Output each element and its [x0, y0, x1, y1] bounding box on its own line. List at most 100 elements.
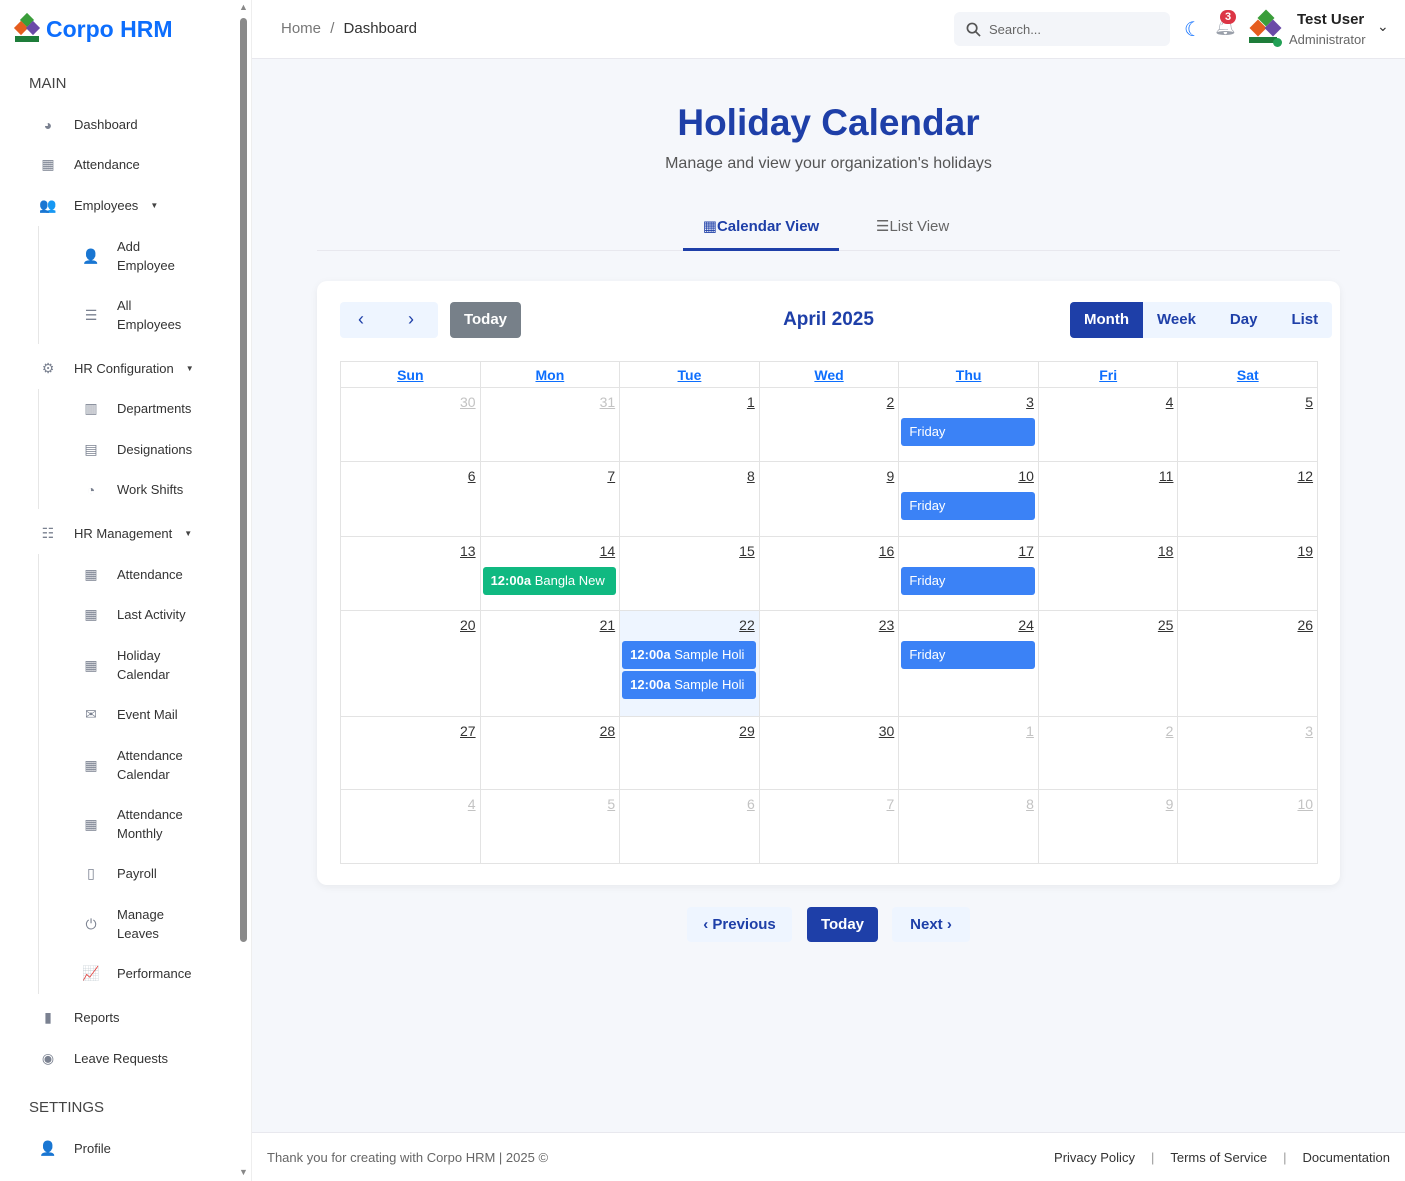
- day-cell[interactable]: 12: [1178, 462, 1317, 536]
- weekday-sun[interactable]: Sun: [341, 362, 481, 387]
- day-cell[interactable]: 14 12:00a Bangla New: [481, 537, 621, 610]
- day-cell[interactable]: 26: [1178, 611, 1317, 716]
- tab-list-view[interactable]: ☰List View: [876, 217, 949, 235]
- sidebar-item-attendance[interactable]: ▦ Attendance: [81, 565, 182, 584]
- sidebar-item-last-activity[interactable]: ▦ Last Activity: [81, 605, 185, 624]
- sidebar-item-payroll[interactable]: ▯ Payroll: [81, 864, 157, 883]
- view-day-button[interactable]: Day: [1229, 311, 1258, 328]
- day-cell[interactable]: 13: [341, 537, 481, 610]
- day-number[interactable]: 8: [1026, 796, 1034, 812]
- sidebar-item-dashboard[interactable]: ◕ Dashboard: [38, 115, 138, 134]
- day-cell[interactable]: 28: [481, 717, 621, 789]
- day-number[interactable]: 4: [467, 796, 476, 812]
- sidebar-item-attendance-monthly[interactable]: ▦ Attendance Monthly: [81, 805, 182, 843]
- day-number[interactable]: 10: [1297, 796, 1314, 812]
- day-cell[interactable]: 9: [1039, 790, 1179, 863]
- day-number[interactable]: 3: [1026, 394, 1034, 410]
- day-number[interactable]: 9: [886, 468, 895, 484]
- day-number[interactable]: 18: [1157, 543, 1174, 559]
- tab-calendar-view[interactable]: ▦Calendar View: [683, 217, 839, 251]
- day-cell[interactable]: 25: [1039, 611, 1179, 716]
- day-number[interactable]: 2: [886, 394, 895, 410]
- day-number[interactable]: 7: [886, 796, 895, 812]
- privacy-policy-link[interactable]: Privacy Policy: [1054, 1150, 1135, 1165]
- dark-mode-moon-icon[interactable]: ☾: [1184, 19, 1202, 41]
- day-number[interactable]: 3: [1305, 723, 1314, 739]
- day-number[interactable]: 14: [599, 543, 616, 559]
- day-number[interactable]: 30: [878, 723, 895, 739]
- day-number[interactable]: 19: [1297, 543, 1314, 559]
- chevron-down-icon[interactable]: ⌄: [1377, 18, 1389, 34]
- day-number[interactable]: 15: [739, 543, 755, 559]
- search-input[interactable]: Search...: [954, 12, 1170, 46]
- day-number[interactable]: 21: [599, 617, 616, 633]
- day-cell[interactable]: 1: [620, 388, 760, 461]
- day-cell[interactable]: 2: [1039, 717, 1179, 789]
- weekday-fri[interactable]: Fri: [1039, 362, 1179, 387]
- sidebar-item-employees[interactable]: 👥 Employees ▼: [38, 196, 158, 215]
- day-number[interactable]: 1: [746, 394, 755, 410]
- weekday-sat[interactable]: Sat: [1236, 367, 1259, 383]
- user-name[interactable]: Test User: [1297, 11, 1365, 28]
- calendar-event[interactable]: 12:00a Bangla New: [482, 567, 617, 595]
- sidebar-item-attendance-calendar[interactable]: ▦ Attendance Calendar: [81, 746, 182, 784]
- sidebar-item-holiday-calendar[interactable]: ▦ Holiday Calendar: [81, 646, 169, 684]
- day-number[interactable]: 6: [467, 468, 476, 484]
- day-cell[interactable]: 3: [1178, 717, 1317, 789]
- day-number[interactable]: 31: [599, 394, 616, 410]
- today-button[interactable]: Today: [807, 907, 878, 942]
- next-button[interactable]: Next ›: [892, 907, 970, 942]
- scroll-down-icon[interactable]: ▼: [239, 1167, 248, 1177]
- view-week-button[interactable]: Week: [1157, 311, 1196, 328]
- sidebar-item-performance[interactable]: 📈 Performance: [81, 964, 191, 983]
- day-number[interactable]: 11: [1158, 468, 1174, 484]
- day-cell[interactable]: 3 Friday: [899, 388, 1039, 461]
- day-cell[interactable]: 18: [1039, 537, 1179, 610]
- caret-down-icon[interactable]: ▼: [184, 529, 193, 538]
- day-number[interactable]: 16: [878, 543, 895, 559]
- day-cell[interactable]: 29: [620, 717, 760, 789]
- sidebar-item-all-employees[interactable]: ☰ All Employees: [81, 296, 182, 334]
- day-number[interactable]: 20: [460, 617, 476, 633]
- day-number[interactable]: 30: [460, 394, 476, 410]
- view-month-button[interactable]: Month: [1070, 302, 1143, 338]
- day-cell[interactable]: 7: [481, 462, 621, 536]
- day-number[interactable]: 13: [460, 543, 476, 559]
- terms-link[interactable]: Terms of Service: [1170, 1150, 1268, 1165]
- calendar-today-button[interactable]: Today: [450, 302, 521, 338]
- day-number[interactable]: 8: [746, 468, 755, 484]
- weekday-mon[interactable]: Mon: [481, 362, 621, 387]
- day-number[interactable]: 5: [607, 796, 616, 812]
- documentation-link[interactable]: Documentation: [1302, 1150, 1390, 1165]
- sidebar-item-work-shifts[interactable]: ◔ Work Shifts: [81, 480, 183, 499]
- day-cell[interactable]: 22 12:00a Sample Holi 12:00a Sample Holi: [620, 611, 760, 716]
- sidebar-item-hr-management[interactable]: ☷ HR Management ▼: [38, 524, 192, 543]
- day-number[interactable]: 26: [1297, 617, 1314, 633]
- sidebar-scrollbar[interactable]: ▲ ▼: [238, 0, 250, 1181]
- day-number[interactable]: 25: [1157, 617, 1174, 633]
- sidebar-item-leave-requests[interactable]: ◉ Leave Requests: [38, 1049, 168, 1068]
- day-number[interactable]: 12: [1297, 468, 1314, 484]
- day-cell[interactable]: 4: [341, 790, 481, 863]
- calendar-event[interactable]: Friday: [901, 567, 1035, 595]
- day-cell[interactable]: 2: [760, 388, 900, 461]
- sidebar-item-hr-configuration[interactable]: ⚙ HR Configuration ▼: [38, 359, 194, 378]
- day-cell[interactable]: 5: [1178, 388, 1317, 461]
- day-cell[interactable]: 4: [1039, 388, 1179, 461]
- day-number[interactable]: 24: [1018, 617, 1034, 633]
- day-cell[interactable]: 10 Friday: [899, 462, 1039, 536]
- day-cell[interactable]: 6: [620, 790, 760, 863]
- calendar-event[interactable]: 12:00a Sample Holi: [622, 671, 756, 699]
- calendar-next-button[interactable]: ›: [408, 309, 414, 329]
- weekday-tue[interactable]: Tue: [620, 362, 760, 387]
- weekday-wed[interactable]: Wed: [760, 362, 900, 387]
- day-number[interactable]: 23: [878, 617, 895, 633]
- day-cell[interactable]: 6: [341, 462, 481, 536]
- day-number[interactable]: 5: [1305, 394, 1314, 410]
- brand-logo[interactable]: Corpo HRM: [13, 12, 172, 44]
- day-cell[interactable]: 17 Friday: [899, 537, 1039, 610]
- weekday-thu[interactable]: Thu: [899, 362, 1039, 387]
- sidebar-item-reports[interactable]: ▮ Reports: [38, 1008, 119, 1027]
- day-number[interactable]: 28: [599, 723, 616, 739]
- view-list-button[interactable]: List: [1291, 311, 1319, 328]
